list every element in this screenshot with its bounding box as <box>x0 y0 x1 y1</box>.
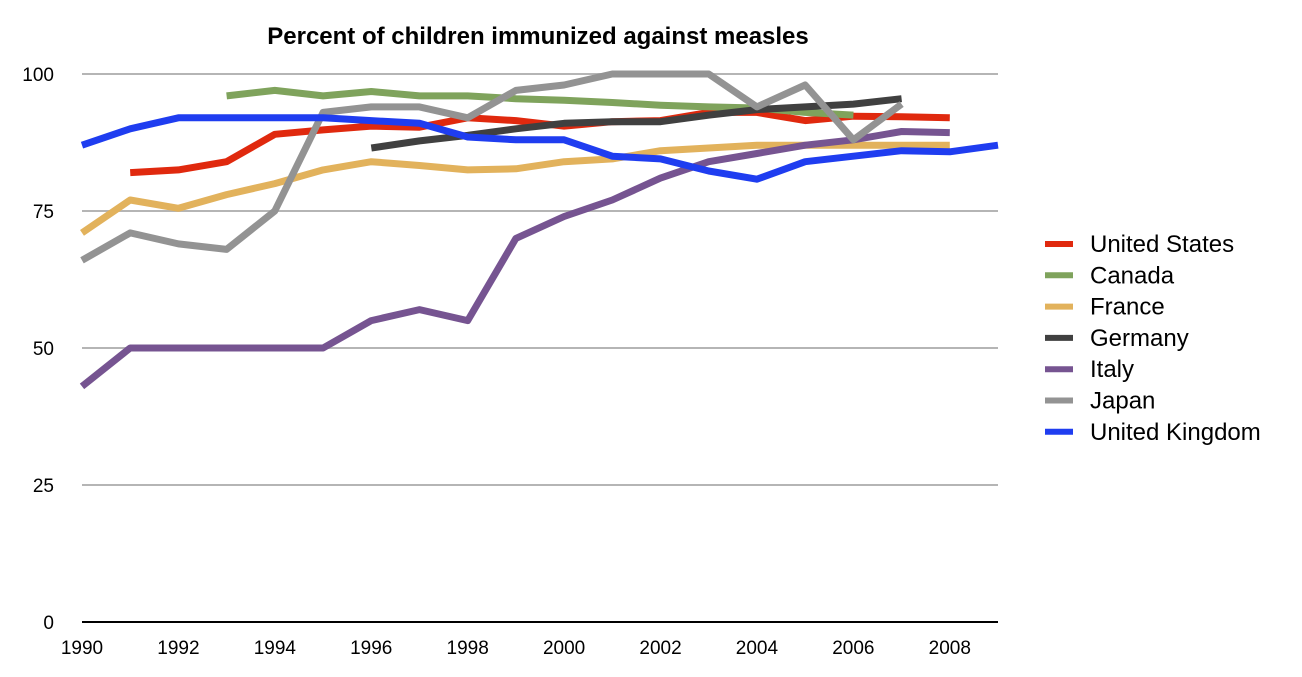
x-tick-label: 1992 <box>157 638 199 659</box>
x-tick-label: 1994 <box>254 638 297 659</box>
series-line-united-kingdom <box>80 114 999 183</box>
series-line-italy <box>79 128 950 390</box>
series-lines <box>79 70 999 390</box>
x-tick-label: 1996 <box>350 638 392 659</box>
x-tick-label: 2006 <box>832 638 874 659</box>
x-tick-label: 2008 <box>929 638 971 659</box>
y-tick-label: 50 <box>33 339 54 360</box>
x-axis-ticks: 1990 1992 1994 1996 1998 2000 2002 2004 2006 2008 <box>61 638 971 659</box>
chart-title: Percent of children immunized against me… <box>267 23 809 50</box>
legend-label: Canada <box>1090 262 1175 289</box>
x-tick-label: 2004 <box>736 638 779 659</box>
y-tick-label: 0 <box>43 613 54 634</box>
legend-label: Japan <box>1090 388 1155 415</box>
y-tick-label: 100 <box>22 65 54 86</box>
legend: United States Canada France Germany Italy Jap… <box>1045 231 1261 446</box>
legend-label: Germany <box>1090 325 1189 352</box>
y-axis-ticks: 0 25 50 75 100 <box>22 65 54 634</box>
x-tick-label: 1990 <box>61 638 103 659</box>
x-tick-label: 2002 <box>639 638 681 659</box>
legend-label: France <box>1090 294 1165 321</box>
legend-label: United Kingdom <box>1090 419 1261 446</box>
series-line-japan <box>80 70 904 264</box>
x-tick-label: 2000 <box>543 638 585 659</box>
y-tick-label: 75 <box>33 202 54 223</box>
y-tick-label: 25 <box>33 476 54 497</box>
legend-label: Italy <box>1090 356 1134 383</box>
legend-label: United States <box>1090 231 1234 258</box>
x-tick-label: 1998 <box>447 638 489 659</box>
